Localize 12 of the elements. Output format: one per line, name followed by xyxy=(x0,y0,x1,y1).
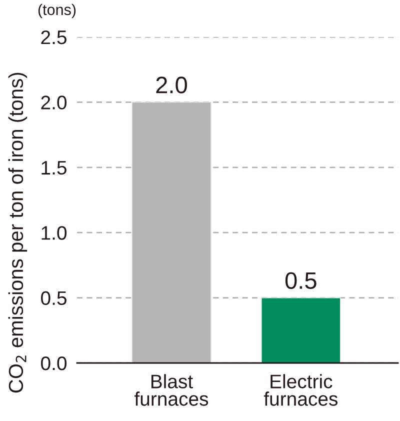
y-tick-label: 0.5 xyxy=(41,291,66,306)
y-tick-label: 1.5 xyxy=(42,161,66,175)
data-label: 0.5 xyxy=(285,272,316,289)
x-tick-label: Electric furnaces xyxy=(264,374,338,406)
y-tick-label: 1.0 xyxy=(42,226,67,240)
y-axis-title: CO$_{2}$ emissions per ton of iron (tons) xyxy=(8,72,28,393)
y-tick-label: 2.5 xyxy=(41,30,66,44)
x-tick-label: Blast furnaces xyxy=(134,374,208,406)
text: (tons) xyxy=(38,4,76,18)
y-tick-label: 2.0 xyxy=(41,96,67,110)
y-tick-label: 0.0 xyxy=(41,356,67,370)
data-label: 2.0 xyxy=(156,76,187,94)
